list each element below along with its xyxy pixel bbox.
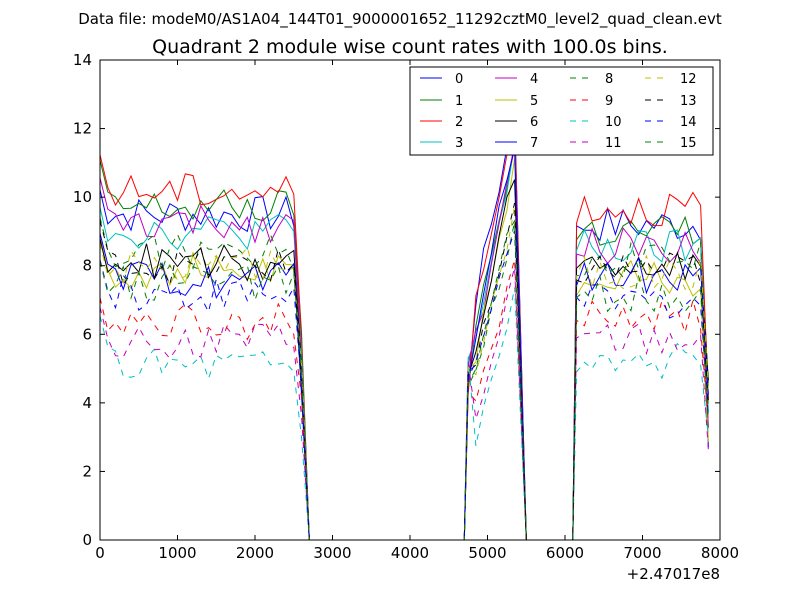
series-line-13 [100, 202, 709, 540]
legend-label: 13 [680, 94, 697, 109]
x-offset-label: +2.47017e8 [627, 565, 720, 583]
legend-label: 7 [530, 136, 538, 151]
legend-label: 15 [680, 136, 697, 151]
series-line-5 [100, 158, 709, 540]
series-layer [100, 115, 709, 540]
series-line-9 [100, 259, 709, 540]
x-tick-label: 6000 [546, 544, 584, 562]
y-tick-label: 10 [73, 188, 92, 206]
legend-label: 8 [605, 72, 613, 87]
x-tick-label: 1000 [158, 544, 196, 562]
series-line-11 [100, 267, 709, 540]
series-line-4 [100, 144, 709, 540]
legend-label: 12 [680, 72, 697, 87]
legend-label: 9 [605, 94, 613, 109]
legend-label: 6 [530, 115, 538, 130]
x-tick-label: 7000 [623, 544, 661, 562]
chart-title: Quadrant 2 module wise count rates with … [152, 36, 668, 58]
y-tick-label: 12 [73, 120, 92, 138]
x-tick-label: 5000 [468, 544, 506, 562]
x-tick-label: 4000 [391, 544, 429, 562]
y-tick-label: 0 [82, 531, 92, 549]
series-line-7 [100, 149, 709, 540]
legend-label: 14 [680, 115, 697, 130]
series-line-2 [100, 119, 709, 540]
series-line-3 [100, 144, 709, 540]
y-tick-label: 4 [82, 394, 92, 412]
legend-box [409, 66, 714, 156]
y-tick-label: 6 [82, 325, 92, 343]
legend-label: 3 [455, 136, 463, 151]
series-line-12 [100, 205, 709, 540]
y-tick-label: 2 [82, 462, 92, 480]
x-tick-label: 2000 [236, 544, 274, 562]
series-line-8 [100, 217, 709, 540]
legend-label: 4 [530, 72, 538, 87]
legend-label: 2 [455, 115, 463, 130]
legend-label: 5 [530, 94, 538, 109]
axis-ticks: 0 1000 2000 3000 4000 5000 6000 7000 80000246810… [73, 51, 739, 562]
legend-label: 0 [455, 72, 463, 87]
x-tick-label: 3000 [313, 544, 351, 562]
figure-suptitle: Data file: modeM0/AS1A04_144T01_90000016… [78, 10, 722, 29]
x-tick-label: 8000 [701, 544, 739, 562]
legend-label: 10 [605, 115, 622, 130]
legend-label: 1 [455, 94, 463, 109]
plot-frame [99, 59, 721, 541]
x-tick-label: 0 [95, 544, 105, 562]
y-tick-label: 14 [73, 51, 92, 69]
y-tick-label: 8 [82, 257, 92, 275]
series-line-1 [100, 143, 709, 540]
legend-label: 11 [605, 136, 622, 151]
